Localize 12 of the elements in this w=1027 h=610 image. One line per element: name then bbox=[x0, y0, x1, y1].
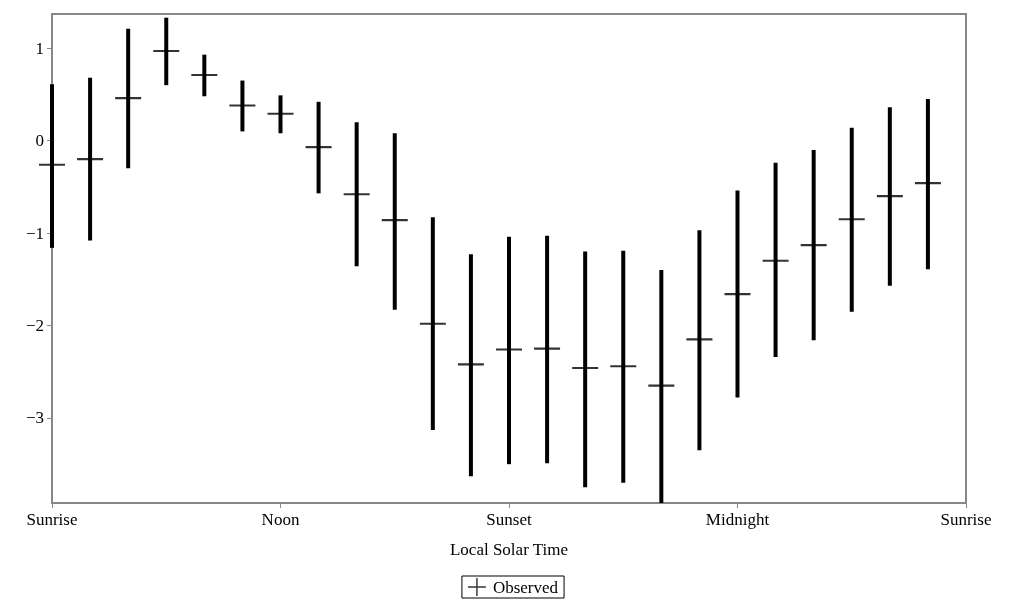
y-tick-label: 1 bbox=[35, 38, 44, 58]
y-tick-label: −1 bbox=[25, 223, 44, 243]
x-axis-title: Local Solar Time bbox=[449, 540, 569, 559]
y-tick-label: −2 bbox=[25, 316, 44, 336]
y-tick-label: −3 bbox=[25, 408, 44, 428]
x-tick-label: Midnight bbox=[705, 510, 770, 529]
x-tick-label: Noon bbox=[261, 510, 300, 529]
x-tick-label: Sunrise bbox=[26, 510, 78, 529]
x-tick-label: Sunrise bbox=[940, 510, 992, 529]
x-tick-label: Sunset bbox=[486, 510, 532, 529]
y-tick-label: 0 bbox=[35, 131, 44, 151]
legend-label: Observed bbox=[492, 577, 559, 597]
